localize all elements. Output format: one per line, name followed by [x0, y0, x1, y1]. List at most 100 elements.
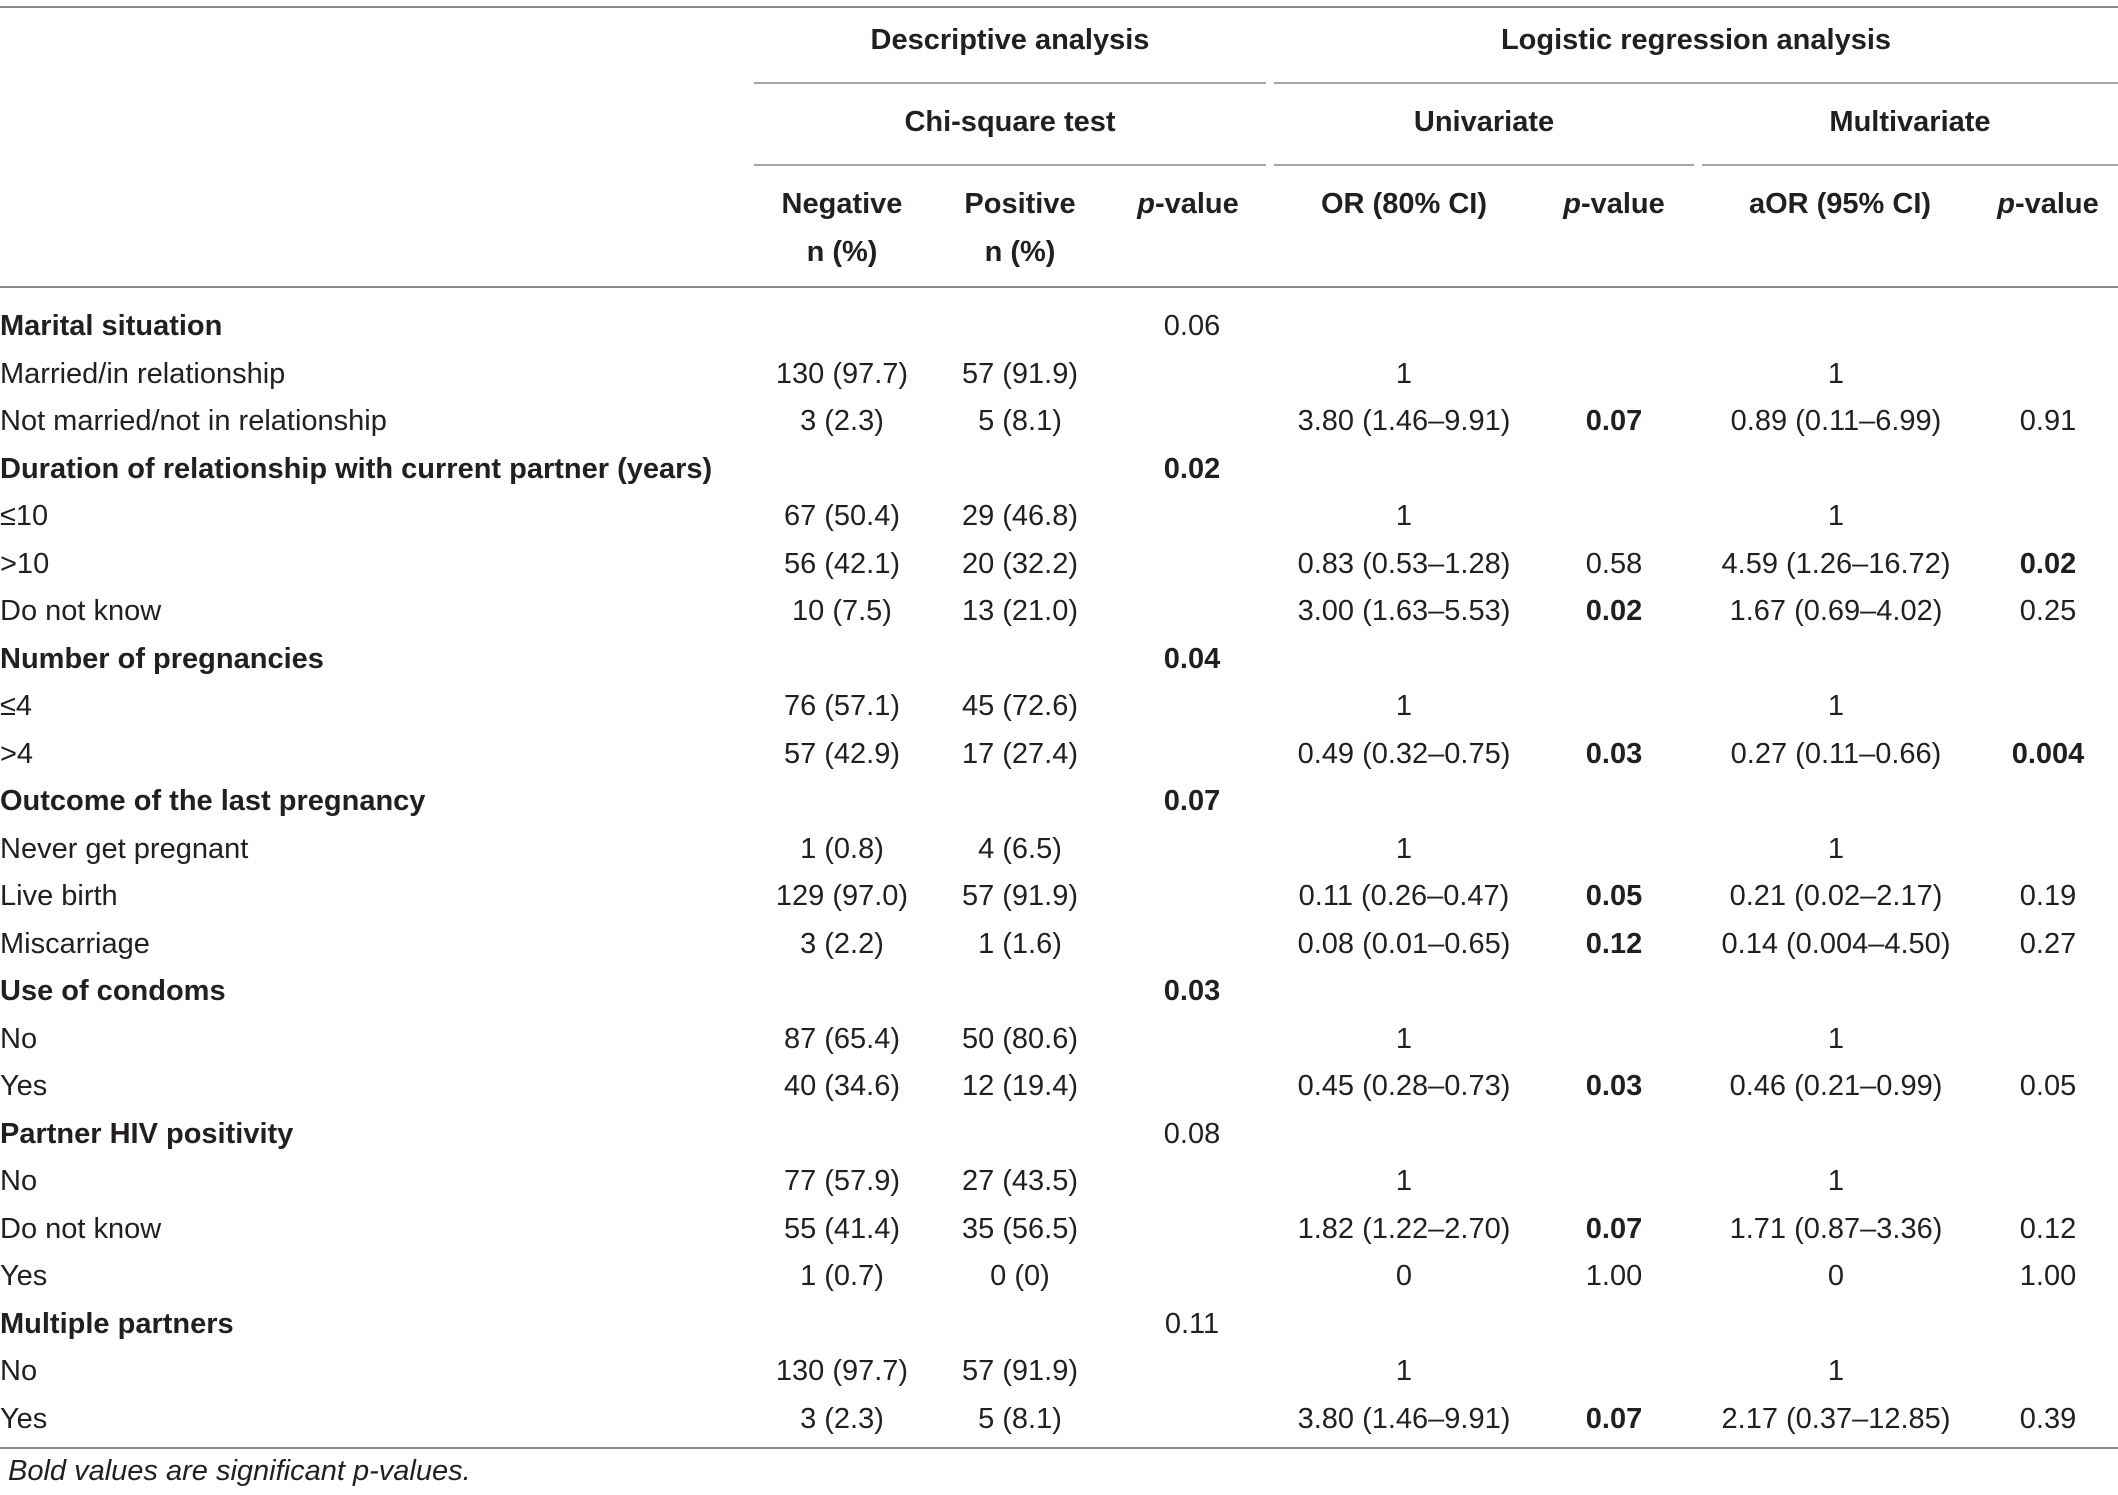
positive-count: 5 (8.1) — [978, 1402, 1062, 1435]
positive-count: 5 (8.1) — [978, 405, 1062, 437]
table-row: Yes 3 (2.3) 5 (8.1) 3.80 (1.46–9.91) 0.07 2.1… — [0, 1396, 2118, 1444]
positive-count: 57 (91.9) — [961, 880, 1079, 912]
adjusted-odds-ratio: 1 — [1827, 1022, 1845, 1055]
negative-count — [754, 1301, 930, 1349]
positive-count: 57 (91.9) — [961, 357, 1079, 390]
odds-ratio: 3.00 (1.63–5.53) — [1297, 595, 1511, 627]
univariate-p-value: 0.07 — [1585, 1402, 1643, 1435]
row-label: Partner HIV positivity — [0, 1117, 294, 1150]
odds-ratio — [1274, 968, 1534, 1016]
adjusted-odds-ratio: 0.14 (0.004–4.50) — [1721, 927, 1951, 960]
header-negative-line1: Negative — [781, 188, 903, 220]
table-footnote: Bold values are significant p-values. — [8, 1455, 471, 1487]
chi-square-p-value — [1110, 683, 1274, 731]
univariate-p-value — [1534, 1348, 1694, 1396]
adjusted-odds-ratio: 4.59 (1.26–16.72) — [1721, 547, 1951, 580]
odds-ratio: 1 — [1395, 832, 1413, 865]
multivariate-p-value — [1978, 1158, 2118, 1206]
row-label: Miscarriage — [0, 927, 150, 960]
univariate-p-value — [1534, 1301, 1694, 1349]
results-table-body: Marital situation 0.06 Married/in relation… — [0, 303, 2118, 1443]
multivariate-p-value — [1978, 683, 2118, 731]
header-chi-p-value: p-value — [1110, 180, 1266, 228]
row-label: ≤4 — [0, 690, 33, 722]
positive-count: 27 (43.5) — [961, 1165, 1079, 1197]
univariate-p-value: 0.02 — [1585, 595, 1643, 627]
odds-ratio: 0.49 (0.32–0.75) — [1297, 737, 1511, 770]
positive-count: 45 (72.6) — [961, 690, 1079, 722]
negative-count: 3 (2.3) — [800, 1402, 884, 1435]
header-negative: Negative n (%) — [754, 180, 930, 276]
table-row: Yes 40 (34.6) 12 (19.4) 0.45 (0.28–0.73) 0.0… — [0, 1063, 2118, 1111]
chi-square-p-value — [1110, 921, 1274, 969]
chi-square-p-value: 0.02 — [1163, 452, 1221, 485]
chi-square-underline — [754, 164, 1266, 166]
adjusted-odds-ratio: 1 — [1827, 1165, 1845, 1197]
chi-square-p-value — [1110, 731, 1274, 779]
header-or-80ci: OR (80% CI) — [1321, 188, 1487, 220]
descriptive-underline — [754, 82, 1266, 84]
group-header-row: Marital situation 0.06 — [0, 303, 2118, 351]
positive-count — [930, 446, 1110, 494]
positive-count — [930, 303, 1110, 351]
header-descriptive-analysis: Descriptive analysis — [870, 24, 1150, 56]
odds-ratio — [1274, 778, 1534, 826]
positive-count: 29 (46.8) — [961, 500, 1079, 532]
univariate-p-value: 0.03 — [1585, 737, 1643, 770]
negative-count — [754, 446, 930, 494]
multivariate-p-value: 0.12 — [2019, 1212, 2077, 1245]
header-chi-p-suffix: -value — [1154, 188, 1239, 220]
odds-ratio: 0.83 (0.53–1.28) — [1297, 547, 1511, 580]
header-uni-p-italic: p — [1563, 188, 1581, 220]
group-header-row: Number of pregnancies 0.04 — [0, 636, 2118, 684]
adjusted-odds-ratio: 2.17 (0.37–12.85) — [1721, 1402, 1951, 1435]
header-positive-line2: n (%) — [984, 236, 1056, 268]
row-label: Yes — [0, 1070, 48, 1102]
header-aor-95ci: aOR (95% CI) — [1748, 188, 1932, 220]
multivariate-p-value: 0.004 — [2011, 737, 2085, 770]
header-chi-p-italic: p — [1137, 188, 1155, 220]
positive-count: 57 (91.9) — [961, 1355, 1079, 1387]
multivariate-p-value: 0.19 — [2019, 880, 2077, 912]
table-row: Miscarriage 3 (2.2) 1 (1.6) 0.08 (0.01–0.65… — [0, 921, 2118, 969]
header-multi-p-suffix: -value — [2014, 188, 2099, 220]
univariate-p-value — [1534, 683, 1694, 731]
group-header-row: Use of condoms 0.03 — [0, 968, 2118, 1016]
chi-square-p-value — [1110, 1348, 1274, 1396]
header-logistic-regression-analysis: Logistic regression analysis — [1500, 24, 1892, 56]
negative-count: 57 (42.9) — [783, 737, 901, 770]
negative-count — [754, 636, 930, 684]
multivariate-p-value — [1978, 351, 2118, 399]
positive-count: 17 (27.4) — [961, 737, 1079, 770]
univariate-p-value: 0.58 — [1585, 547, 1643, 580]
negative-count — [754, 778, 930, 826]
adjusted-odds-ratio — [1694, 778, 1978, 826]
univariate-p-value — [1534, 968, 1694, 1016]
negative-count — [754, 968, 930, 1016]
header-multi-p-italic: p — [1997, 188, 2015, 220]
multivariate-p-value — [1978, 1301, 2118, 1349]
chi-square-p-value — [1110, 1158, 1274, 1206]
table-row: Do not know 55 (41.4) 35 (56.5) 1.82 (1.22–… — [0, 1206, 2118, 1254]
adjusted-odds-ratio: 1 — [1827, 690, 1845, 722]
chi-square-p-value: 0.06 — [1163, 310, 1221, 342]
odds-ratio: 0.11 (0.26–0.47) — [1298, 880, 1510, 912]
adjusted-odds-ratio — [1694, 446, 1978, 494]
adjusted-odds-ratio: 1 — [1827, 1355, 1845, 1387]
univariate-p-value — [1534, 826, 1694, 874]
logistic-underline — [1274, 82, 2118, 84]
header-univariate-p-value: p-value — [1534, 180, 1694, 228]
chi-square-p-value — [1110, 493, 1274, 541]
positive-count: 35 (56.5) — [961, 1212, 1079, 1245]
table-row: Not married/not in relationship 3 (2.3) 5 … — [0, 398, 2118, 446]
odds-ratio: 3.80 (1.46–9.91) — [1297, 405, 1511, 437]
positive-count: 4 (6.5) — [978, 832, 1062, 865]
adjusted-odds-ratio: 1.67 (0.69–4.02) — [1729, 595, 1943, 627]
row-label: Duration of relationship with current pa… — [0, 452, 713, 485]
odds-ratio — [1274, 446, 1534, 494]
table-row: No 77 (57.9) 27 (43.5) 1 1 — [0, 1158, 2118, 1206]
chi-square-p-value — [1110, 1016, 1274, 1064]
negative-count: 3 (2.2) — [800, 927, 884, 960]
row-label: No — [0, 1165, 38, 1197]
multivariate-p-value: 0.27 — [2019, 927, 2077, 960]
